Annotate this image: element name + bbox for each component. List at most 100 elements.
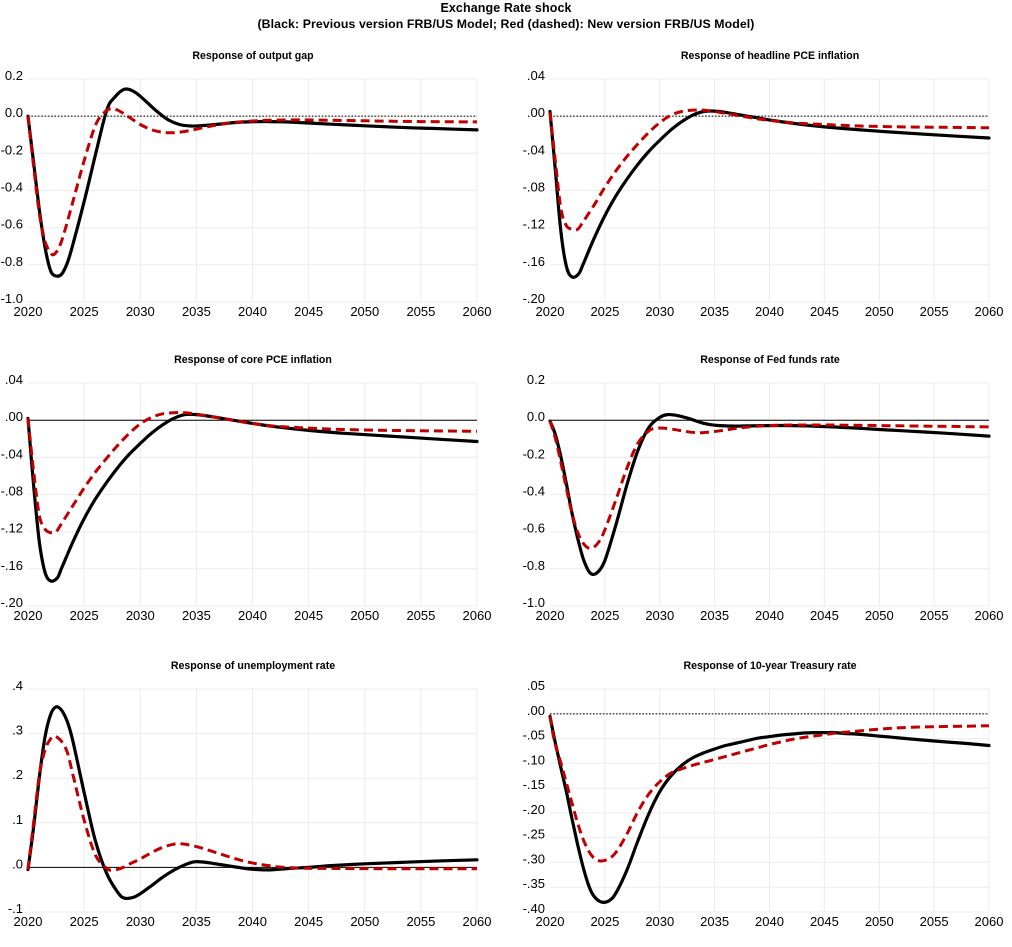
x-tick-label: 2020 [536,304,565,319]
x-tick-label: 2035 [700,608,729,623]
chart-canvas-treasury: .05.00-.05-.10-.15-.20-.25-.30-.35-.4020… [523,678,1004,929]
x-tick-label: 2030 [126,914,155,929]
chart-title: Response of unemployment rate [170,660,336,672]
y-tick-label: -.10 [523,752,545,767]
series-line-new-model [26,107,478,257]
y-tick-label: -0.6 [523,521,545,536]
y-tick-label: -0.8 [523,558,545,573]
x-tick-label: 2025 [70,304,99,319]
x-tick-label: 2025 [70,914,99,929]
y-tick-label: 0.0 [5,105,23,120]
x-tick-label: 2060 [975,608,1004,623]
series-line-new-model [548,420,990,550]
x-tick-label: 2055 [406,914,435,929]
x-tick-label: 2045 [294,608,323,623]
y-tick-label: -0.2 [523,446,545,461]
y-tick-label: -0.4 [1,180,23,195]
x-tick-label: 2020 [536,608,565,623]
y-tick-label: 0.2 [5,68,23,83]
y-tick-label: .3 [12,723,23,738]
x-tick-label: 2055 [920,608,949,623]
chart-title: Response of core PCE inflation [174,354,332,366]
x-tick-label: 2060 [975,304,1004,319]
chart-title: Response of headline PCE inflation [680,50,860,62]
x-tick-label: 2045 [810,608,839,623]
x-tick-label: 2020 [536,914,565,929]
x-tick-label: 2040 [755,914,784,929]
x-tick-label: 2035 [700,304,729,319]
x-tick-label: 2050 [865,608,894,623]
x-tick-label: 2055 [920,914,949,929]
x-tick-label: 2050 [865,304,894,319]
x-tick-label: 2035 [182,608,211,623]
y-tick-label: .04 [5,372,23,387]
chart-headline-pce-inflation: Response of headline PCE inflation .04.0… [506,45,1012,337]
y-tick-label: -0.8 [1,254,23,269]
x-tick-label: 2040 [238,914,267,929]
y-tick-label: .00 [527,703,545,718]
y-tick-label: -.1 [8,901,23,916]
x-tick-label: 2040 [238,304,267,319]
y-tick-label: -0.6 [1,217,23,232]
y-tick-label: .2 [12,767,23,782]
x-tick-label: 2045 [294,914,323,929]
x-tick-label: 2030 [126,304,155,319]
chart-fed-funds-rate: Response of Fed funds rate 0.2 0.0 -0.2 -0.… [506,349,1012,641]
x-tick-label: 2020 [14,608,43,623]
y-tick-label: -.35 [523,876,545,891]
y-tick-label: -1.0 [1,291,23,306]
x-tick-label: 2035 [182,304,211,319]
y-tick-label: .00 [527,105,545,120]
x-tick-label: 2050 [865,914,894,929]
x-tick-label: 2050 [350,608,379,623]
y-tick-label: .0 [12,856,23,871]
x-tick-label: 2045 [294,304,323,319]
chart-core-pce-inflation: Response of core PCE inflation .04 .00 -.0… [0,349,506,641]
y-tick-label: -.04 [523,142,545,157]
y-tick-label: 0.2 [527,372,545,387]
figure-subtitle: (Black: Previous version FRB/US Model; R… [257,17,755,31]
x-tick-label: 2030 [126,608,155,623]
x-tick-label: 2045 [810,304,839,319]
x-tick-label: 2040 [755,608,784,623]
series-line-new-model [26,734,477,872]
y-tick-label: -.20 [523,291,545,306]
x-tick-label: 2050 [350,304,379,319]
x-tick-label: 2030 [645,914,674,929]
y-tick-label: -.15 [523,777,545,792]
series-line-previous-model [548,412,991,577]
x-tick-label: 2050 [350,914,379,929]
y-tick-label: -.20 [1,595,23,610]
x-tick-label: 2025 [590,914,619,929]
x-tick-label: 2060 [463,914,492,929]
y-tick-label: -.16 [1,558,23,573]
x-tick-label: 2025 [590,304,619,319]
x-tick-label: 2035 [700,914,729,929]
series-line-new-model [548,108,990,232]
y-tick-label: -.12 [523,217,545,232]
chart-title: Response of output gap [192,50,314,62]
y-tick-label: -.08 [1,484,23,499]
y-tick-label: -.12 [1,521,23,536]
chart-10-year-treasury-rate: Response of 10-year Treasury rate .05 .00… [506,655,1012,947]
x-tick-label: 2055 [406,608,435,623]
x-tick-label: 2060 [975,914,1004,929]
y-tick-label: -0.2 [1,142,23,157]
x-tick-label: 2030 [645,304,674,319]
y-tick-label: -.08 [523,180,545,195]
y-tick-label: -.16 [523,254,545,269]
figure-title: Exchange Rate shock [440,1,572,15]
y-tick-label: .04 [527,68,545,83]
chart-title: Response of 10-year Treasury rate [683,660,857,672]
x-tick-label: 2030 [645,608,674,623]
x-tick-label: 2040 [755,304,784,319]
chart-output-gap: Response of output gap 0.2 0.0 -0.2 -0.4 -0.… [0,45,506,337]
x-tick-label: 2020 [14,304,43,319]
y-tick-label: -.30 [523,851,545,866]
chart-unemployment-rate: Response of unemployment rate .4 .3 .2 .1 .0… [0,655,506,947]
x-tick-label: 2025 [70,608,99,623]
